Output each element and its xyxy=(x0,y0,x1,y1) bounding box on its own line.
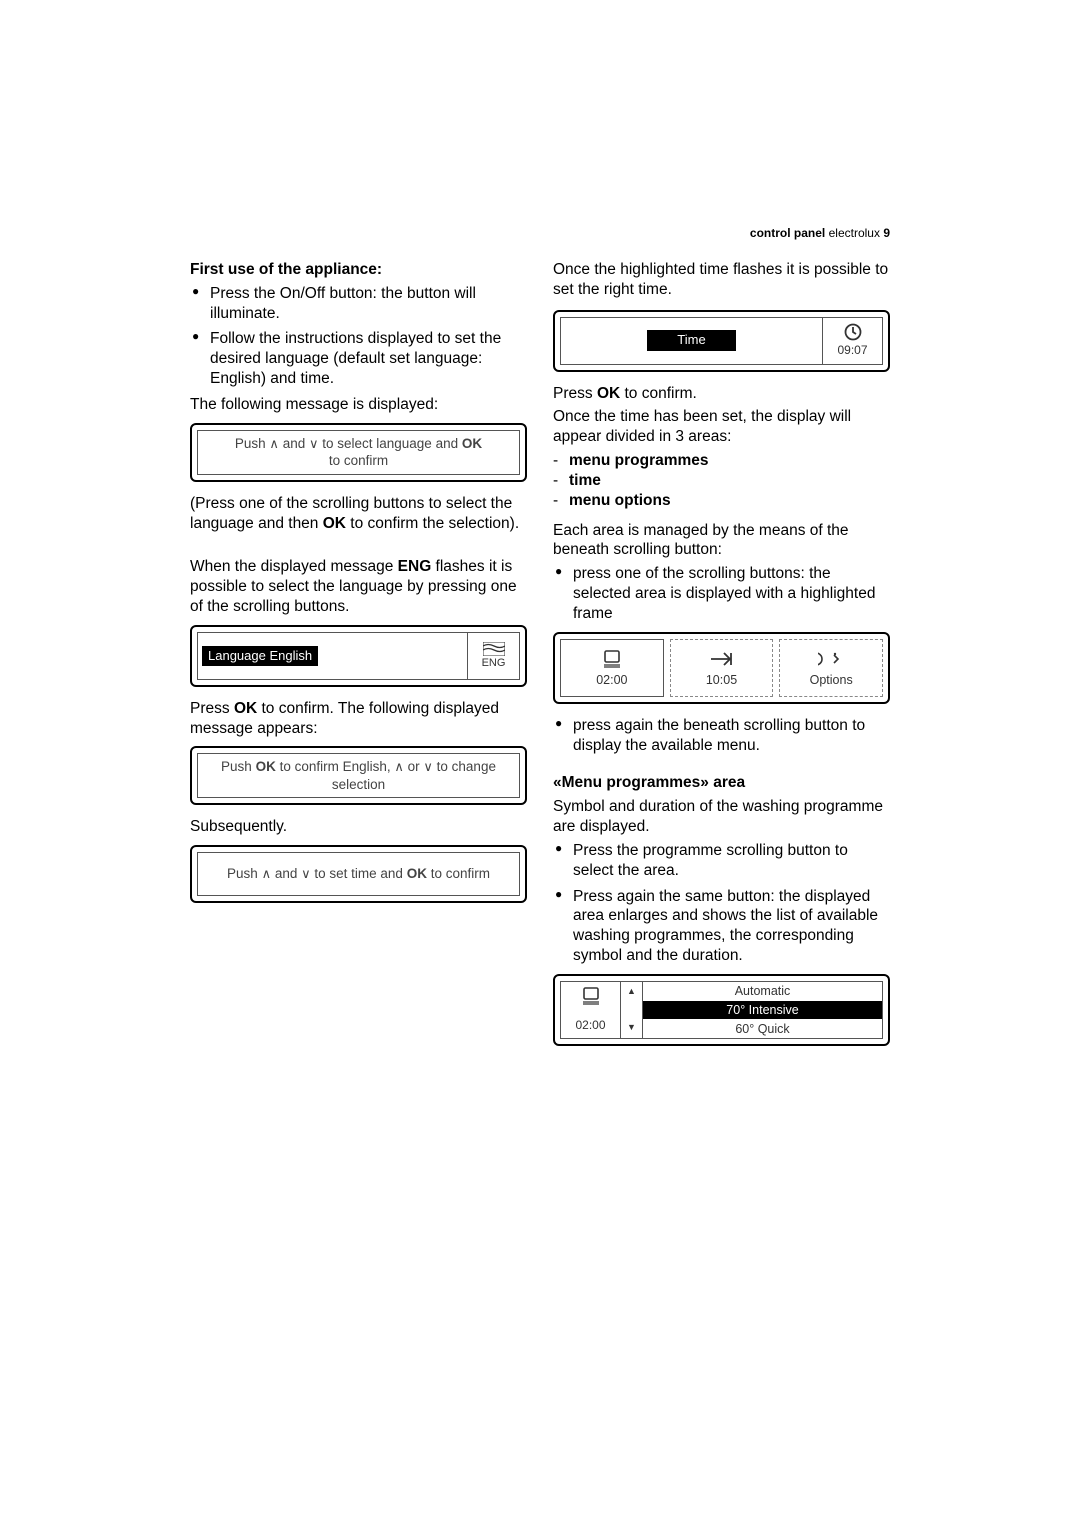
list-item: menu programmes xyxy=(553,451,890,471)
menu-prog-steps: Press the programme scrolling button to … xyxy=(553,841,890,966)
body-text: The following message is displayed: xyxy=(190,395,527,415)
display-programme-list-box: 02:00 ▲ ▼ Automatic 70° Intensive 60° Qu… xyxy=(553,974,890,1046)
cell-value: 10:05 xyxy=(706,672,737,688)
cell-value: Options xyxy=(810,672,853,688)
body-text: Press OK to confirm. The following displ… xyxy=(190,699,527,739)
display-inner: Language English ENG xyxy=(197,632,520,680)
list-item: Press the programme scrolling button to … xyxy=(553,841,890,881)
cell-value: 02:00 xyxy=(596,672,627,688)
time-value: 09:07 xyxy=(837,343,867,358)
body-text: Press OK to confirm. xyxy=(553,384,890,404)
lang-left: Language English xyxy=(198,633,467,679)
display-inner: Push ∧ and ∨ to select language and OK t… xyxy=(197,430,520,475)
down-icon: ∨ xyxy=(423,759,433,774)
list-item: press one of the scrolling buttons: the … xyxy=(553,564,890,623)
dish-icon xyxy=(601,648,623,670)
area-options: Options xyxy=(779,639,883,697)
prog-left: 02:00 xyxy=(561,982,621,1038)
manual-page: control panel electrolux 9 First use of … xyxy=(190,226,890,1058)
prog-item: 60° Quick xyxy=(643,1019,882,1038)
list-item: press again the beneath scrolling button… xyxy=(553,716,890,756)
prog-item: Automatic xyxy=(643,982,882,1001)
up-icon: ∧ xyxy=(262,866,272,881)
display-message-box: Push ∧ and ∨ to select language and OK t… xyxy=(190,423,527,482)
list-item: Press the On/Off button: the button will… xyxy=(190,284,527,324)
lang-label: Language English xyxy=(202,646,318,667)
display-message-box: Push OK to confirm English, ∧ or ∨ to ch… xyxy=(190,746,527,805)
body-text: Each area is managed by the means of the… xyxy=(553,521,890,561)
scroll-steps: press one of the scrolling buttons: the … xyxy=(553,564,890,623)
proglist-row: 02:00 ▲ ▼ Automatic 70° Intensive 60° Qu… xyxy=(560,981,883,1039)
lang-code: ENG xyxy=(482,656,506,670)
clock-icon xyxy=(844,323,862,341)
down-arrow-icon: ▼ xyxy=(627,1022,636,1034)
display-text: Push OK to confirm English, ∧ or ∨ to ch… xyxy=(206,758,511,793)
display-inner: Push OK to confirm English, ∧ or ∨ to ch… xyxy=(197,753,520,798)
page-header: control panel electrolux 9 xyxy=(190,226,890,240)
header-page: 9 xyxy=(883,226,890,240)
list-item: menu options xyxy=(553,491,890,511)
area-programmes: 02:00 xyxy=(560,639,664,697)
list-item: Press again the same button: the display… xyxy=(553,887,890,966)
display-time-box: Time 09:07 xyxy=(553,310,890,372)
arrow-right-icon xyxy=(709,648,735,670)
body-text: When the displayed message ENG flashes i… xyxy=(190,557,527,616)
header-section: control panel xyxy=(750,226,825,240)
display-text: Push ∧ and ∨ to set time and OK to confi… xyxy=(227,865,490,883)
body-text: Once the highlighted time flashes it is … xyxy=(553,260,890,300)
first-use-steps: Press the On/Off button: the button will… xyxy=(190,284,527,389)
body-text: Symbol and duration of the washing progr… xyxy=(553,797,890,837)
display-language-box: Language English ENG xyxy=(190,625,527,687)
display-text: Push ∧ and ∨ to select language and OK t… xyxy=(235,435,482,470)
three-row: 02:00 10:05 Options xyxy=(560,639,883,697)
area-time: 10:05 xyxy=(670,639,774,697)
lang-right: ENG xyxy=(467,633,519,679)
scroll-steps-2: press again the beneath scrolling button… xyxy=(553,716,890,756)
section-title: First use of the appliance: xyxy=(190,260,527,280)
down-icon: ∨ xyxy=(301,866,311,881)
prog-item-selected: 70° Intensive xyxy=(643,1001,882,1020)
prog-list: Automatic 70° Intensive 60° Quick xyxy=(643,982,882,1038)
header-brand: electrolux xyxy=(829,226,880,240)
body-text: Once the time has been set, the display … xyxy=(553,407,890,447)
display-message-box: Push ∧ and ∨ to set time and OK to confi… xyxy=(190,845,527,903)
up-icon: ∧ xyxy=(269,436,279,451)
prog-arrows: ▲ ▼ xyxy=(621,982,643,1038)
body-text: Subsequently. xyxy=(190,817,527,837)
list-item: time xyxy=(553,471,890,491)
display-three-area-box: 02:00 10:05 Options xyxy=(553,632,890,704)
dish-icon xyxy=(580,986,602,1010)
up-icon: ∧ xyxy=(394,759,404,774)
two-column-layout: First use of the appliance: Press the On… xyxy=(190,260,890,1058)
body-text: (Press one of the scrolling buttons to s… xyxy=(190,494,527,534)
flag-icon xyxy=(483,642,505,656)
display-inner: Time 09:07 xyxy=(560,317,883,365)
subsection-title: «Menu programmes» area xyxy=(553,773,890,793)
area-list: menu programmes time menu options xyxy=(553,451,890,510)
display-inner: Push ∧ and ∨ to set time and OK to confi… xyxy=(197,852,520,896)
up-arrow-icon: ▲ xyxy=(627,986,636,998)
time-right: 09:07 xyxy=(822,318,882,364)
time-left: Time xyxy=(561,318,822,364)
list-item: Follow the instructions displayed to set… xyxy=(190,329,527,388)
prog-time: 02:00 xyxy=(575,1018,605,1033)
left-column: First use of the appliance: Press the On… xyxy=(190,260,527,1058)
right-column: Once the highlighted time flashes it is … xyxy=(553,260,890,1058)
options-icon xyxy=(818,648,844,670)
time-label: Time xyxy=(647,330,735,351)
